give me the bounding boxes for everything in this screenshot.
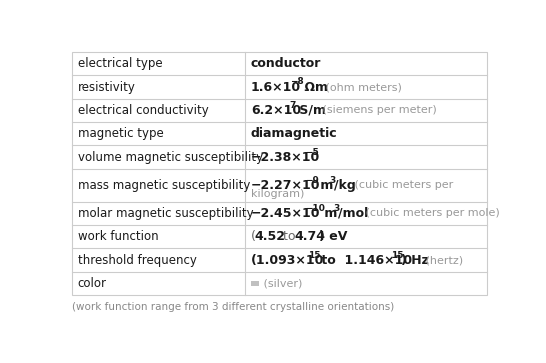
- Text: volume magnetic susceptibility: volume magnetic susceptibility: [78, 151, 263, 164]
- Text: diamagnetic: diamagnetic: [251, 127, 337, 140]
- Text: −8: −8: [290, 77, 304, 86]
- Bar: [73, 52, 487, 295]
- Text: m: m: [316, 179, 333, 192]
- Text: 15: 15: [308, 250, 321, 260]
- Text: (hertz): (hertz): [423, 255, 464, 265]
- Text: magnetic type: magnetic type: [78, 127, 163, 140]
- Text: ) eV: ) eV: [319, 230, 347, 243]
- Text: (cubic meters per: (cubic meters per: [351, 180, 453, 190]
- Text: molar magnetic susceptibility: molar magnetic susceptibility: [78, 207, 253, 220]
- Text: S/m: S/m: [295, 104, 326, 117]
- Text: (work function range from 3 different crystalline orientations): (work function range from 3 different cr…: [73, 302, 395, 312]
- Text: Ωm: Ωm: [300, 81, 329, 94]
- Text: to  1.146×10: to 1.146×10: [317, 253, 413, 266]
- Text: −10: −10: [305, 204, 325, 213]
- Text: color: color: [78, 277, 106, 290]
- Text: 3: 3: [334, 204, 340, 213]
- Text: (silver): (silver): [260, 278, 302, 289]
- Text: 4.52: 4.52: [254, 230, 286, 243]
- Text: electrical conductivity: electrical conductivity: [78, 104, 209, 117]
- Text: (1.093×10: (1.093×10: [251, 253, 324, 266]
- Text: /kg: /kg: [334, 179, 355, 192]
- Text: /mol: /mol: [339, 207, 369, 220]
- Text: 1.6×10: 1.6×10: [251, 81, 301, 94]
- Text: −2.45×10: −2.45×10: [251, 207, 321, 220]
- Text: (ohm meters): (ohm meters): [322, 82, 402, 92]
- Text: −9: −9: [305, 176, 319, 185]
- Text: electrical type: electrical type: [78, 57, 162, 70]
- Text: work function: work function: [78, 230, 158, 243]
- Text: (cubic meters per mole): (cubic meters per mole): [362, 208, 500, 218]
- Text: threshold frequency: threshold frequency: [78, 253, 197, 266]
- Text: −2.27×10: −2.27×10: [251, 179, 321, 192]
- Text: ) Hz: ) Hz: [401, 253, 429, 266]
- Text: kilogram): kilogram): [251, 189, 304, 199]
- Text: (siemens per meter): (siemens per meter): [319, 105, 436, 115]
- Text: −5: −5: [305, 148, 318, 156]
- Text: 7: 7: [290, 101, 296, 110]
- Text: 6.2×10: 6.2×10: [251, 104, 301, 117]
- Text: 15: 15: [391, 250, 403, 260]
- Text: (: (: [251, 230, 256, 243]
- Text: 3: 3: [329, 176, 335, 185]
- Text: −2.38×10: −2.38×10: [251, 151, 320, 164]
- Text: resistivity: resistivity: [78, 81, 135, 94]
- Text: 4.74: 4.74: [295, 230, 325, 243]
- Text: m: m: [320, 207, 337, 220]
- Bar: [251, 281, 259, 286]
- Text: to: to: [278, 230, 299, 243]
- Text: mass magnetic susceptibility: mass magnetic susceptibility: [78, 179, 250, 192]
- Text: conductor: conductor: [251, 57, 321, 70]
